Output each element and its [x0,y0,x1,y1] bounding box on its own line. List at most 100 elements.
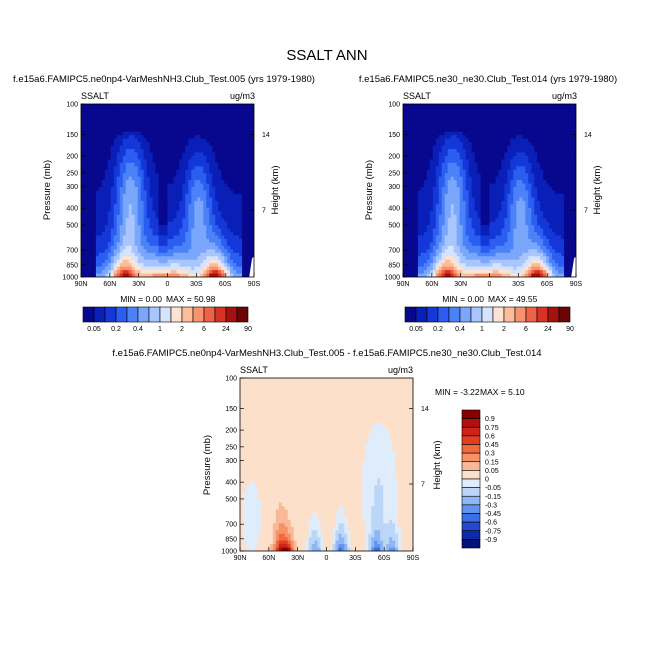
field-cell [131,124,136,129]
field-cell [83,242,88,247]
field-cell [233,110,237,115]
field-cell [450,266,455,271]
field-cell [182,187,186,192]
field-cell [89,169,94,174]
field-cell [420,235,425,240]
field-cell [504,114,508,119]
field-cell [403,263,407,268]
field-cell [480,107,485,112]
field-cell [242,169,246,174]
field-cell [242,155,246,160]
field-cell [152,180,157,185]
field-cell [95,259,100,264]
field-cell [81,166,85,171]
field-cell [164,176,169,181]
field-cell [480,252,485,257]
field-cell [417,152,422,157]
field-cell [224,266,228,271]
field-cell [459,263,464,268]
field-cell [251,131,254,136]
field-cell [185,207,189,212]
field-cell [188,145,192,150]
field-cell [513,124,517,129]
field-cell [486,200,491,205]
field-cell [179,218,184,223]
field-cell [227,204,231,209]
field-cell [447,138,452,143]
field-cell [465,225,470,230]
field-cell [414,193,419,199]
field-cell [167,138,172,143]
field-cell [119,204,124,209]
field-cell [468,173,473,178]
field-cell [81,197,85,202]
field-cell [403,107,407,112]
field-cell [438,142,443,147]
field-cell [101,145,106,150]
field-cell [104,124,109,129]
field-cell [486,166,491,171]
y-tick-label: 850 [66,262,78,269]
field-cell [233,193,237,199]
field-cell [98,183,103,188]
field-cell [203,104,207,109]
field-cell [411,187,416,192]
field-cell [227,228,231,233]
field-cell [438,162,443,167]
field-cell [140,245,145,250]
field-cell [507,200,511,205]
field-cell [215,162,219,167]
field-cell [101,142,106,147]
field-cell [224,128,228,133]
field-cell [209,148,213,154]
field-cell [125,145,130,150]
field-cell [456,183,461,188]
field-cell [486,249,491,254]
field-cell [122,107,127,112]
field-cell [501,155,506,160]
field-cell [403,214,407,219]
field-cell [212,197,216,202]
field-cell [239,207,243,212]
field-cell [164,256,169,261]
field-cell [83,104,88,109]
field-cell [188,152,192,157]
field-cell [140,238,145,243]
field-cell [134,107,139,112]
field-cell [444,193,449,199]
field-cell [128,124,133,129]
field-cell [522,131,526,136]
field-cell [489,263,494,268]
field-cell [435,135,440,140]
field-cell [98,204,103,209]
field-cell [125,266,130,271]
field-cell [495,204,500,209]
field-cell [155,200,160,205]
field-cell [167,249,172,254]
field-cell [435,266,440,271]
field-cell [215,211,219,216]
field-cell [236,135,240,140]
field-cell [456,197,461,202]
field-cell [140,263,145,268]
field-cell [155,218,160,223]
field-cell [215,214,219,219]
field-cell [146,155,151,160]
field-cell [456,138,461,143]
field-cell [191,124,195,129]
field-cell [194,180,198,185]
field-cell [86,207,91,212]
field-cell [510,145,514,150]
field-cell [519,173,523,178]
field-cell [149,145,154,150]
field-cell [504,183,508,188]
field-cell [495,162,500,167]
field-cell [185,155,189,160]
field-cell [197,190,201,195]
field-cell [98,200,103,205]
field-cell [89,218,94,223]
field-cell [155,256,160,261]
field-cell [167,266,172,271]
field-cell [185,117,189,122]
field-cell [450,238,455,243]
